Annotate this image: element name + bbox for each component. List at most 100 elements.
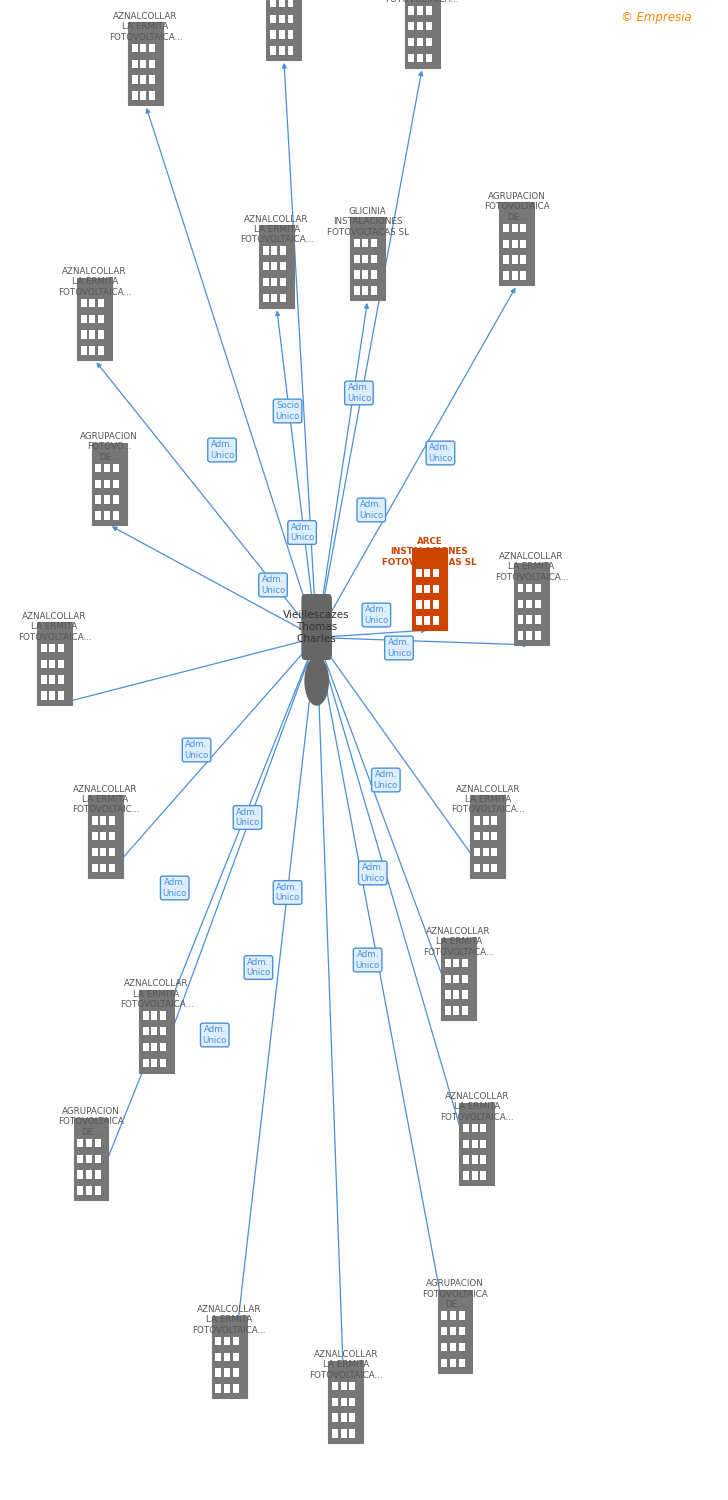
Text: Adm.
Unico: Adm. Unico [428, 444, 453, 462]
FancyBboxPatch shape [86, 1155, 92, 1162]
FancyBboxPatch shape [518, 600, 523, 608]
FancyBboxPatch shape [272, 262, 277, 270]
FancyBboxPatch shape [92, 816, 98, 825]
Text: AGRUPACION
FOTOVOLTAICA
DE...: AGRUPACION FOTOVOLTAICA DE... [484, 192, 550, 222]
FancyBboxPatch shape [92, 833, 98, 840]
FancyBboxPatch shape [416, 600, 422, 609]
FancyBboxPatch shape [98, 330, 104, 339]
FancyBboxPatch shape [341, 1398, 347, 1406]
FancyBboxPatch shape [50, 692, 55, 699]
FancyBboxPatch shape [279, 46, 285, 54]
FancyBboxPatch shape [233, 1368, 239, 1377]
FancyBboxPatch shape [480, 1124, 486, 1132]
FancyBboxPatch shape [263, 246, 269, 255]
FancyBboxPatch shape [100, 864, 106, 871]
FancyBboxPatch shape [480, 1155, 486, 1164]
FancyBboxPatch shape [354, 270, 360, 279]
Text: AZNALCOLLAR
LA ERMITA
FOTOVOLTAICA...: AZNALCOLLAR LA ERMITA FOTOVOLTAICA... [109, 12, 182, 42]
FancyBboxPatch shape [95, 1186, 100, 1194]
FancyBboxPatch shape [417, 6, 423, 15]
FancyBboxPatch shape [77, 1186, 83, 1194]
FancyBboxPatch shape [95, 512, 101, 519]
FancyBboxPatch shape [41, 660, 47, 668]
FancyBboxPatch shape [535, 615, 541, 624]
FancyBboxPatch shape [270, 30, 276, 39]
Text: Adm.
Unico: Adm. Unico [202, 1026, 227, 1044]
FancyBboxPatch shape [424, 568, 430, 578]
Text: Adm.
Unico: Adm. Unico [210, 441, 234, 459]
FancyBboxPatch shape [141, 44, 146, 52]
FancyBboxPatch shape [526, 600, 532, 608]
FancyBboxPatch shape [272, 278, 277, 286]
FancyBboxPatch shape [288, 0, 293, 8]
FancyBboxPatch shape [470, 795, 505, 877]
FancyBboxPatch shape [41, 692, 47, 699]
FancyBboxPatch shape [371, 255, 377, 262]
FancyBboxPatch shape [279, 30, 285, 39]
FancyBboxPatch shape [412, 548, 447, 630]
FancyBboxPatch shape [149, 75, 155, 84]
FancyBboxPatch shape [354, 286, 360, 294]
FancyBboxPatch shape [95, 1138, 100, 1148]
FancyBboxPatch shape [141, 75, 146, 84]
FancyBboxPatch shape [518, 615, 523, 624]
FancyBboxPatch shape [491, 816, 497, 825]
FancyBboxPatch shape [459, 1102, 494, 1185]
FancyBboxPatch shape [463, 1140, 469, 1148]
FancyBboxPatch shape [104, 464, 110, 472]
FancyBboxPatch shape [104, 480, 110, 488]
FancyBboxPatch shape [512, 272, 518, 279]
FancyBboxPatch shape [350, 217, 385, 300]
Text: Adm.
Unico: Adm. Unico [355, 951, 380, 969]
FancyBboxPatch shape [454, 958, 459, 968]
FancyBboxPatch shape [288, 46, 293, 54]
FancyBboxPatch shape [100, 833, 106, 840]
FancyBboxPatch shape [151, 1042, 157, 1052]
FancyBboxPatch shape [526, 615, 532, 624]
Text: Adm.
Unico: Adm. Unico [184, 741, 209, 759]
FancyBboxPatch shape [215, 1353, 221, 1360]
FancyBboxPatch shape [445, 990, 451, 999]
FancyBboxPatch shape [363, 238, 368, 248]
FancyBboxPatch shape [349, 1382, 355, 1390]
FancyBboxPatch shape [354, 255, 360, 262]
Text: Adm.
Unico: Adm. Unico [261, 576, 285, 594]
FancyBboxPatch shape [416, 585, 422, 592]
Text: Adm.
Unico: Adm. Unico [364, 606, 389, 624]
FancyBboxPatch shape [132, 60, 138, 68]
FancyBboxPatch shape [491, 847, 497, 856]
FancyBboxPatch shape [224, 1353, 230, 1360]
FancyBboxPatch shape [224, 1336, 230, 1346]
FancyBboxPatch shape [503, 255, 509, 264]
FancyBboxPatch shape [535, 600, 541, 608]
FancyBboxPatch shape [50, 644, 55, 652]
FancyBboxPatch shape [109, 847, 115, 856]
FancyBboxPatch shape [433, 616, 439, 624]
Text: AZNALCOLLAR
LA ERMITA
FOTOVOLTAIC...: AZNALCOLLAR LA ERMITA FOTOVOLTAIC... [72, 784, 139, 814]
Text: Vieillescazes
Thomas
Charles: Vieillescazes Thomas Charles [283, 610, 350, 644]
FancyBboxPatch shape [491, 864, 497, 871]
FancyBboxPatch shape [113, 512, 119, 519]
FancyBboxPatch shape [474, 864, 480, 871]
FancyBboxPatch shape [416, 568, 422, 578]
FancyBboxPatch shape [341, 1430, 347, 1437]
FancyBboxPatch shape [450, 1328, 456, 1335]
FancyBboxPatch shape [445, 975, 451, 982]
FancyBboxPatch shape [349, 1430, 355, 1437]
FancyBboxPatch shape [151, 1028, 157, 1035]
FancyBboxPatch shape [215, 1384, 221, 1392]
FancyBboxPatch shape [104, 495, 110, 504]
FancyBboxPatch shape [441, 938, 476, 1020]
FancyBboxPatch shape [132, 44, 138, 52]
FancyBboxPatch shape [474, 847, 480, 856]
Text: AZNALCOLLAR
LA ERMITA
FOTOVOLTAICA...: AZNALCOLLAR LA ERMITA FOTOVOLTAICA... [58, 267, 131, 297]
FancyBboxPatch shape [424, 616, 430, 624]
FancyBboxPatch shape [472, 1172, 478, 1179]
FancyBboxPatch shape [518, 584, 523, 592]
FancyBboxPatch shape [86, 1138, 92, 1148]
FancyBboxPatch shape [109, 816, 115, 825]
Text: AZNALCOLLAR
LA ERMITA
FOTOVOLTAICA...: AZNALCOLLAR LA ERMITA FOTOVOLTAICA... [495, 552, 568, 582]
FancyBboxPatch shape [280, 262, 286, 270]
FancyBboxPatch shape [472, 1124, 478, 1132]
FancyBboxPatch shape [88, 795, 123, 877]
